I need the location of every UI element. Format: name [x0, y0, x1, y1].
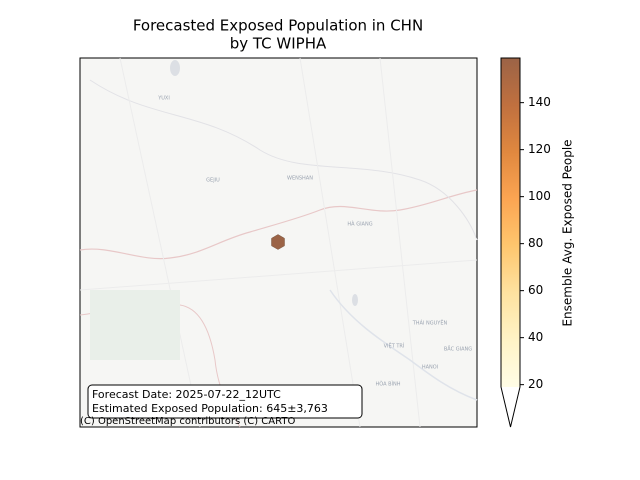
- place-label: GEJIU: [206, 178, 220, 184]
- title-line: by TC WIPHA: [230, 35, 327, 53]
- exposure-hexagon: [271, 234, 285, 250]
- place-label: VIỆT TRÌ: [384, 342, 405, 350]
- attribution: (C) OpenStreetMap contributors (C) CARTO: [80, 416, 295, 427]
- place-label: YUXI: [157, 96, 170, 102]
- place-label: HÒA BÌNH: [375, 381, 400, 388]
- place-label: THÁI NGUYÊN: [412, 319, 448, 327]
- colorbar-tick-label: 140: [528, 95, 551, 109]
- colorbar-extension: [501, 387, 520, 427]
- annotation-box: [87, 384, 363, 419]
- colorbar-tick-label: 60: [528, 283, 543, 297]
- colorbar-tick-label: 80: [528, 236, 543, 250]
- place-label: BẮC GIANG: [444, 345, 472, 353]
- place-label: HÀ GIANG: [347, 221, 372, 228]
- place-label: HANOI: [422, 365, 438, 371]
- colorbar-tick-label: 120: [528, 142, 551, 156]
- colorbar-gradient: [501, 58, 520, 387]
- colorbar-tick-label: 40: [528, 330, 543, 344]
- colorbar-label: Ensemble Avg. Exposed People: [561, 139, 575, 326]
- map-background: [79, 57, 478, 428]
- colorbar-tick-label: 20: [528, 377, 543, 391]
- place-label: WENSHAN: [287, 176, 313, 182]
- colorbar-outline: [500, 57, 521, 428]
- annotation-line: Estimated Exposed Population: 645±3,763: [92, 402, 328, 415]
- colorbar-tick-label: 100: [528, 189, 551, 203]
- annotation-line: Forecast Date: 2025-07-22_12UTC: [92, 388, 281, 401]
- title-line: Forecasted Exposed Population in CHN: [133, 17, 423, 35]
